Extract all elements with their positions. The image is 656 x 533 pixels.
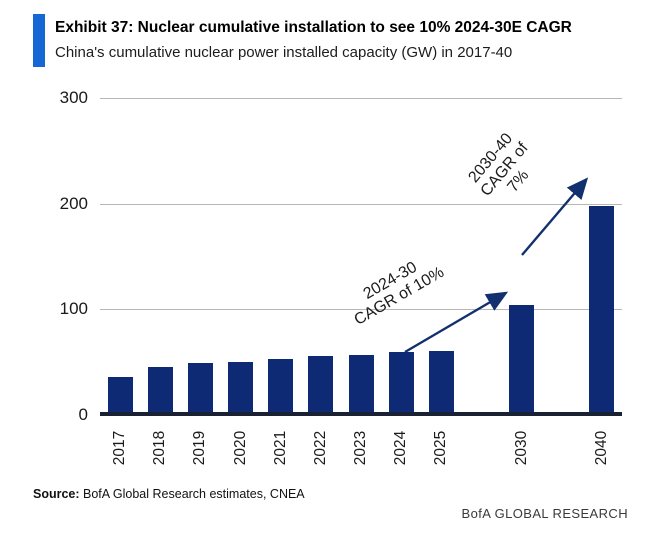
gridline-300 bbox=[100, 98, 622, 99]
cagr-arrow-2030-40 bbox=[521, 177, 589, 256]
x-tick-2019: 2019 bbox=[191, 430, 209, 466]
gridline-100 bbox=[100, 309, 622, 311]
bar-2020 bbox=[228, 362, 254, 415]
bar-2024 bbox=[388, 351, 414, 415]
bar-2030 bbox=[509, 305, 535, 415]
x-tick-2020: 2020 bbox=[231, 430, 249, 466]
bar-2021 bbox=[268, 359, 294, 415]
bar-2040 bbox=[589, 205, 615, 415]
x-tick-2040: 2040 bbox=[592, 430, 610, 466]
bar-2019 bbox=[187, 363, 213, 415]
cagr-arrows bbox=[404, 177, 589, 354]
y-tick-200: 200 bbox=[59, 193, 88, 213]
cagr-arrow-2024-30 bbox=[404, 291, 509, 354]
bar-2023 bbox=[348, 354, 374, 415]
bofa-brand: BofA GLOBAL RESEARCH bbox=[461, 506, 628, 521]
bar-2025 bbox=[428, 350, 454, 415]
x-tick-2030: 2030 bbox=[512, 430, 530, 466]
x-tick-2022: 2022 bbox=[311, 430, 329, 466]
x-tick-2025: 2025 bbox=[432, 430, 450, 466]
plot-area: 2024-30 CAGR of 10% 2030-40 CAGR of 7% bbox=[100, 98, 622, 416]
gridline-200 bbox=[100, 203, 622, 205]
source-note: Source: BofA Global Research estimates, … bbox=[33, 487, 305, 501]
source-text: BofA Global Research estimates, CNEA bbox=[79, 487, 305, 501]
y-tick-100: 100 bbox=[59, 299, 88, 319]
y-tick-0: 0 bbox=[78, 405, 88, 424]
x-tick-2017: 2017 bbox=[111, 430, 129, 466]
title-accent-bar bbox=[33, 14, 45, 67]
x-tick-2021: 2021 bbox=[271, 430, 289, 466]
bar-2017 bbox=[107, 376, 133, 415]
x-tick-2023: 2023 bbox=[352, 430, 369, 466]
x-tick-2018: 2018 bbox=[151, 430, 169, 466]
bar-2018 bbox=[147, 367, 173, 415]
x-axis-line bbox=[100, 412, 622, 416]
y-tick-300: 300 bbox=[59, 88, 88, 107]
x-tick-2024: 2024 bbox=[392, 430, 410, 466]
exhibit-title: Exhibit 37: Nuclear cumulative installat… bbox=[55, 19, 572, 36]
source-label: Source: bbox=[33, 487, 80, 501]
bar-2022 bbox=[308, 355, 334, 415]
exhibit-subtitle: China's cumulative nuclear power install… bbox=[55, 44, 513, 61]
